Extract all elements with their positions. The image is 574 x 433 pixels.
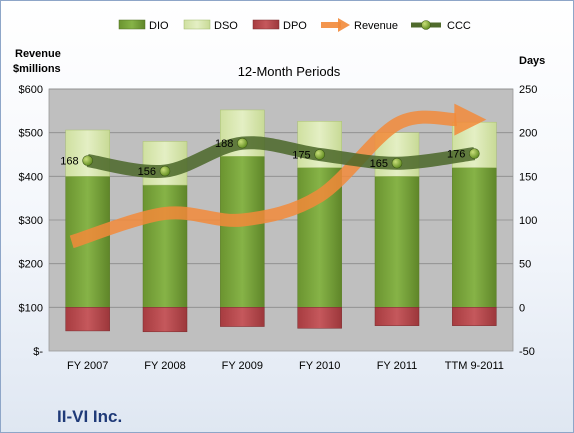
company-name: II-VI Inc. (57, 407, 122, 426)
ccc-point (159, 165, 171, 177)
ccc-point (237, 137, 248, 149)
right-tick-label: 100 (519, 215, 537, 227)
x-tick-label: FY 2009 (222, 360, 263, 372)
ccc-line (86, 136, 476, 179)
left-tick-label: $200 (19, 259, 43, 271)
left-tick-label: $600 (19, 84, 43, 96)
legend-swatch-revenue (321, 18, 350, 32)
chart-subtitle: 12-Month Periods (238, 64, 341, 79)
dio-bar (220, 155, 265, 308)
right-axis-ticks: -50 0 50 100 150 200 250 (519, 84, 537, 358)
ccc-data-label: 156 (138, 166, 156, 178)
legend-label-dpo: DPO (283, 20, 307, 32)
dio-bar (374, 176, 420, 308)
dpo-bar (65, 307, 110, 332)
dpo-bar (452, 307, 497, 326)
left-tick-label: $400 (19, 171, 43, 183)
ccc-point (391, 157, 403, 169)
left-tick-label: $300 (19, 215, 43, 227)
left-axis-title-line1: Revenue (15, 48, 61, 60)
right-tick-label: 150 (519, 171, 537, 183)
right-tick-label: 50 (519, 259, 531, 271)
ccc-data-label: 188 (215, 138, 233, 150)
revenue-arrowhead (454, 103, 487, 136)
x-tick-label: FY 2007 (67, 360, 108, 372)
dpo-bar (374, 307, 420, 326)
legend-swatch-dio (118, 19, 146, 30)
revenue-series (69, 103, 487, 249)
right-tick-label: 0 (519, 302, 525, 314)
left-axis-ticks: $- $100 $200 $300 $400 $500 $600 (19, 84, 44, 358)
x-axis-labels: FY 2007 FY 2008 FY 2009 FY 2010 FY 2011 TTM 9… (67, 360, 504, 372)
legend-label-dio: DIO (149, 20, 169, 32)
ccc-point (469, 148, 480, 159)
revenue-line (69, 110, 457, 249)
dpo-bar (220, 307, 265, 327)
right-axis-title: Days (519, 55, 545, 67)
legend-swatch-dso (183, 19, 211, 30)
legend-label-dso: DSO (214, 20, 238, 32)
left-tick-label: $- (33, 346, 43, 358)
ccc-data-label: 168 (60, 156, 78, 168)
dpo-bar (297, 307, 342, 329)
legend-swatch-ccc (411, 20, 441, 30)
left-tick-label: $500 (19, 128, 43, 140)
x-tick-label: TTM 9-2011 (445, 360, 504, 372)
legend-swatch-dpo (252, 19, 280, 30)
ccc-data-label: 176 (447, 149, 465, 161)
ccc-series: 168 156 188 175 165 176 (60, 136, 480, 179)
right-tick-label: 200 (519, 128, 537, 140)
ccc-data-label: 165 (370, 158, 388, 170)
dio-bar (142, 184, 188, 308)
legend-label-revenue: Revenue (354, 20, 398, 32)
ccc-point (314, 149, 325, 160)
left-tick-label: $100 (19, 302, 43, 314)
x-tick-label: FY 2008 (144, 360, 185, 372)
right-tick-label: 250 (519, 84, 537, 96)
left-axis-title-line2: $millions (13, 63, 61, 75)
dpo-bar (142, 307, 188, 333)
legend-label-ccc: CCC (447, 20, 471, 32)
right-tick-label: -50 (519, 346, 535, 358)
legend: DIO DSO DPO Revenue CCC (118, 18, 471, 32)
x-tick-label: FY 2011 (377, 360, 418, 372)
x-tick-label: FY 2010 (299, 360, 340, 372)
ccc-point (82, 155, 93, 166)
ccc-data-label: 175 (292, 150, 310, 162)
dio-bar (452, 167, 497, 308)
